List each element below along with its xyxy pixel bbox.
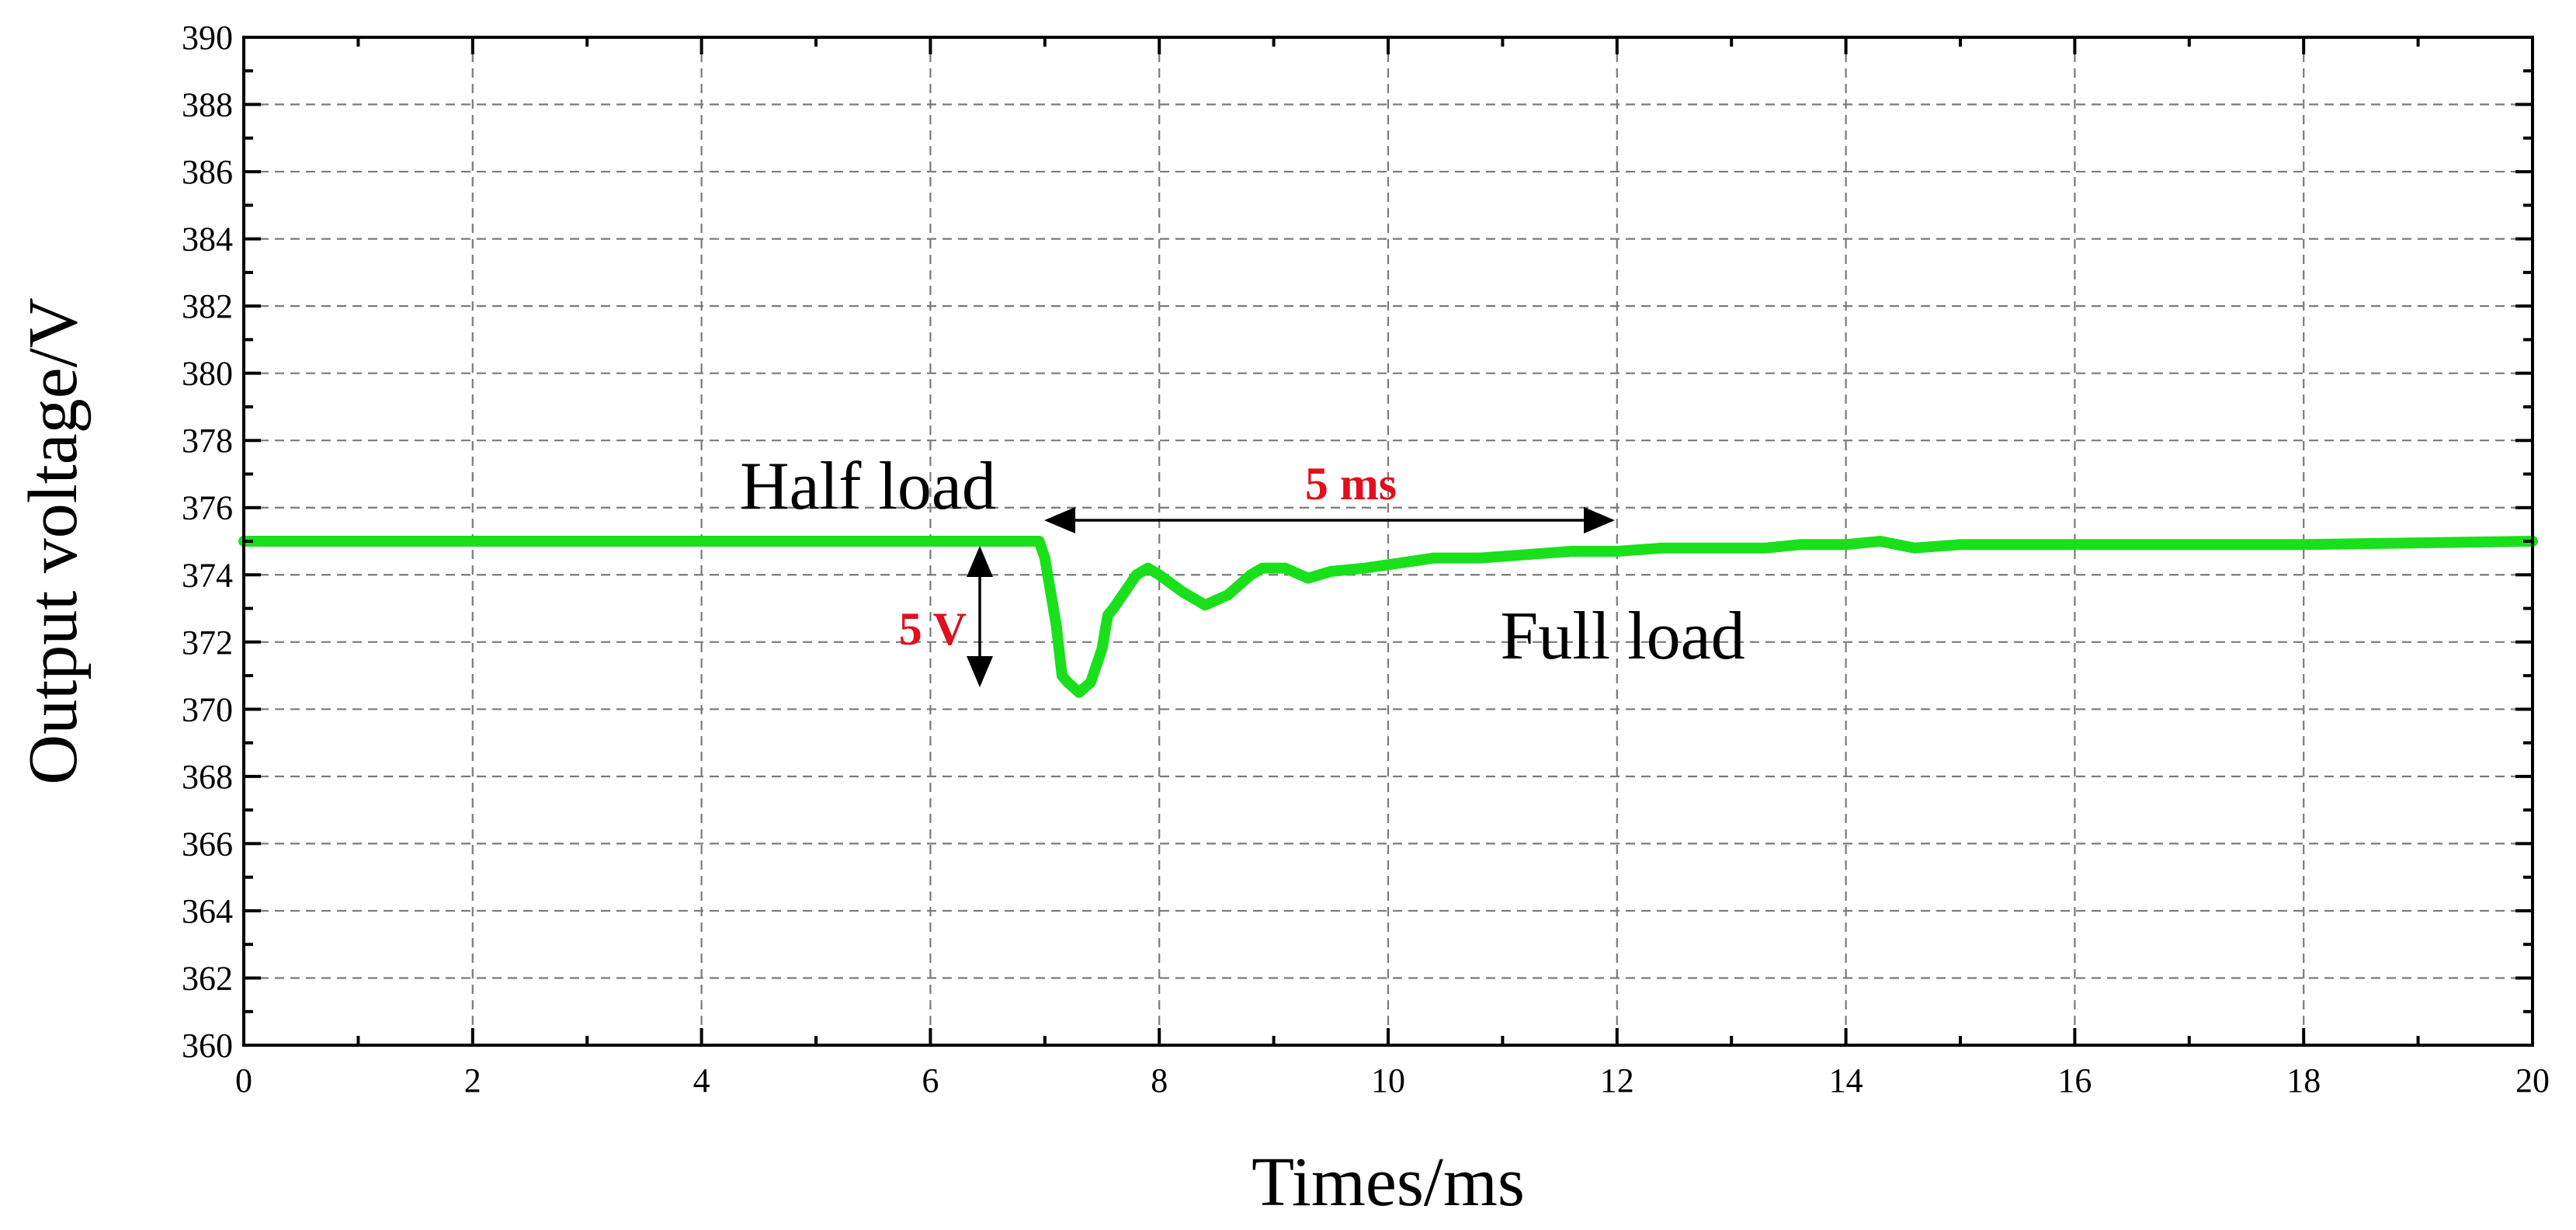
y-tick-label: 366 [182,825,233,863]
x-tick-label: 8 [1151,1061,1168,1100]
y-tick-label: 368 [182,758,233,796]
x-tick-label: 16 [2057,1061,2092,1100]
voltage-drop-annotation: 5 V [899,603,967,655]
y-tick-label: 388 [182,86,233,124]
x-tick-label: 20 [2515,1061,2550,1100]
y-tick-label: 374 [182,556,233,594]
y-tick-label: 380 [182,355,233,393]
dimension-arrows [967,507,1615,687]
y-tick-label: 362 [182,959,233,997]
y-tick-label: 376 [182,489,233,527]
full-load-annotation: Full load [1500,599,1745,674]
y-tick-label: 386 [182,153,233,191]
annotation-layer: Half load Full load 5 ms 5 V [740,449,1745,687]
x-axis-title: Times/ms [1252,1144,1525,1221]
x-tick-label: 0 [235,1061,252,1100]
voltage-drop-arrowhead-bottom [967,656,993,687]
time-span-arrowhead-right [1584,507,1615,533]
y-tick-label: 372 [182,624,233,662]
x-tick-label: 12 [1600,1061,1634,1100]
x-tick-label: 2 [464,1061,481,1100]
y-tick-label: 390 [182,19,233,57]
y-tick-label: 370 [182,690,233,728]
half-load-annotation: Half load [740,449,996,524]
x-tick-label: 6 [922,1061,939,1100]
time-span-annotation: 5 ms [1305,458,1397,509]
x-tick-label: 18 [2286,1061,2321,1100]
curve-layer [238,536,2538,698]
output-voltage-line [238,536,2538,698]
tick-layer [242,36,2534,1047]
y-tick-label: 384 [182,221,233,259]
y-tick-label: 360 [182,1027,233,1065]
voltage-drop-arrowhead-top [967,546,993,577]
time-span-arrowhead-left [1044,507,1075,533]
y-tick-label: 382 [182,287,233,325]
tick-label-layer: 0 2 4 6 8 10 12 14 16 18 20 360 362 364 366 368 370 372 37… [182,19,2550,1100]
y-axis-title: Output voltage/V [15,297,92,784]
y-tick-label: 364 [182,892,233,930]
x-tick-label: 14 [1829,1061,1863,1100]
x-tick-label: 4 [693,1061,710,1100]
y-tick-label: 378 [182,422,233,460]
x-tick-label: 10 [1371,1061,1405,1100]
